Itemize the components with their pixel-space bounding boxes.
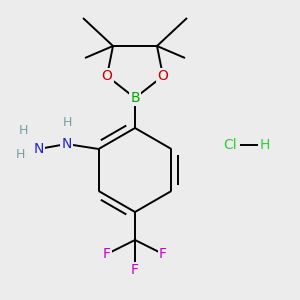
Text: H: H: [16, 148, 25, 160]
Text: F: F: [103, 247, 111, 261]
Text: H: H: [63, 116, 72, 128]
Text: N: N: [61, 137, 72, 151]
Text: O: O: [102, 69, 112, 83]
Text: O: O: [158, 69, 168, 83]
Text: N: N: [33, 142, 44, 156]
Text: B: B: [130, 91, 140, 105]
Text: H: H: [19, 124, 28, 137]
Text: F: F: [159, 247, 167, 261]
Text: H: H: [260, 138, 270, 152]
Text: Cl: Cl: [223, 138, 237, 152]
Text: F: F: [131, 263, 139, 277]
